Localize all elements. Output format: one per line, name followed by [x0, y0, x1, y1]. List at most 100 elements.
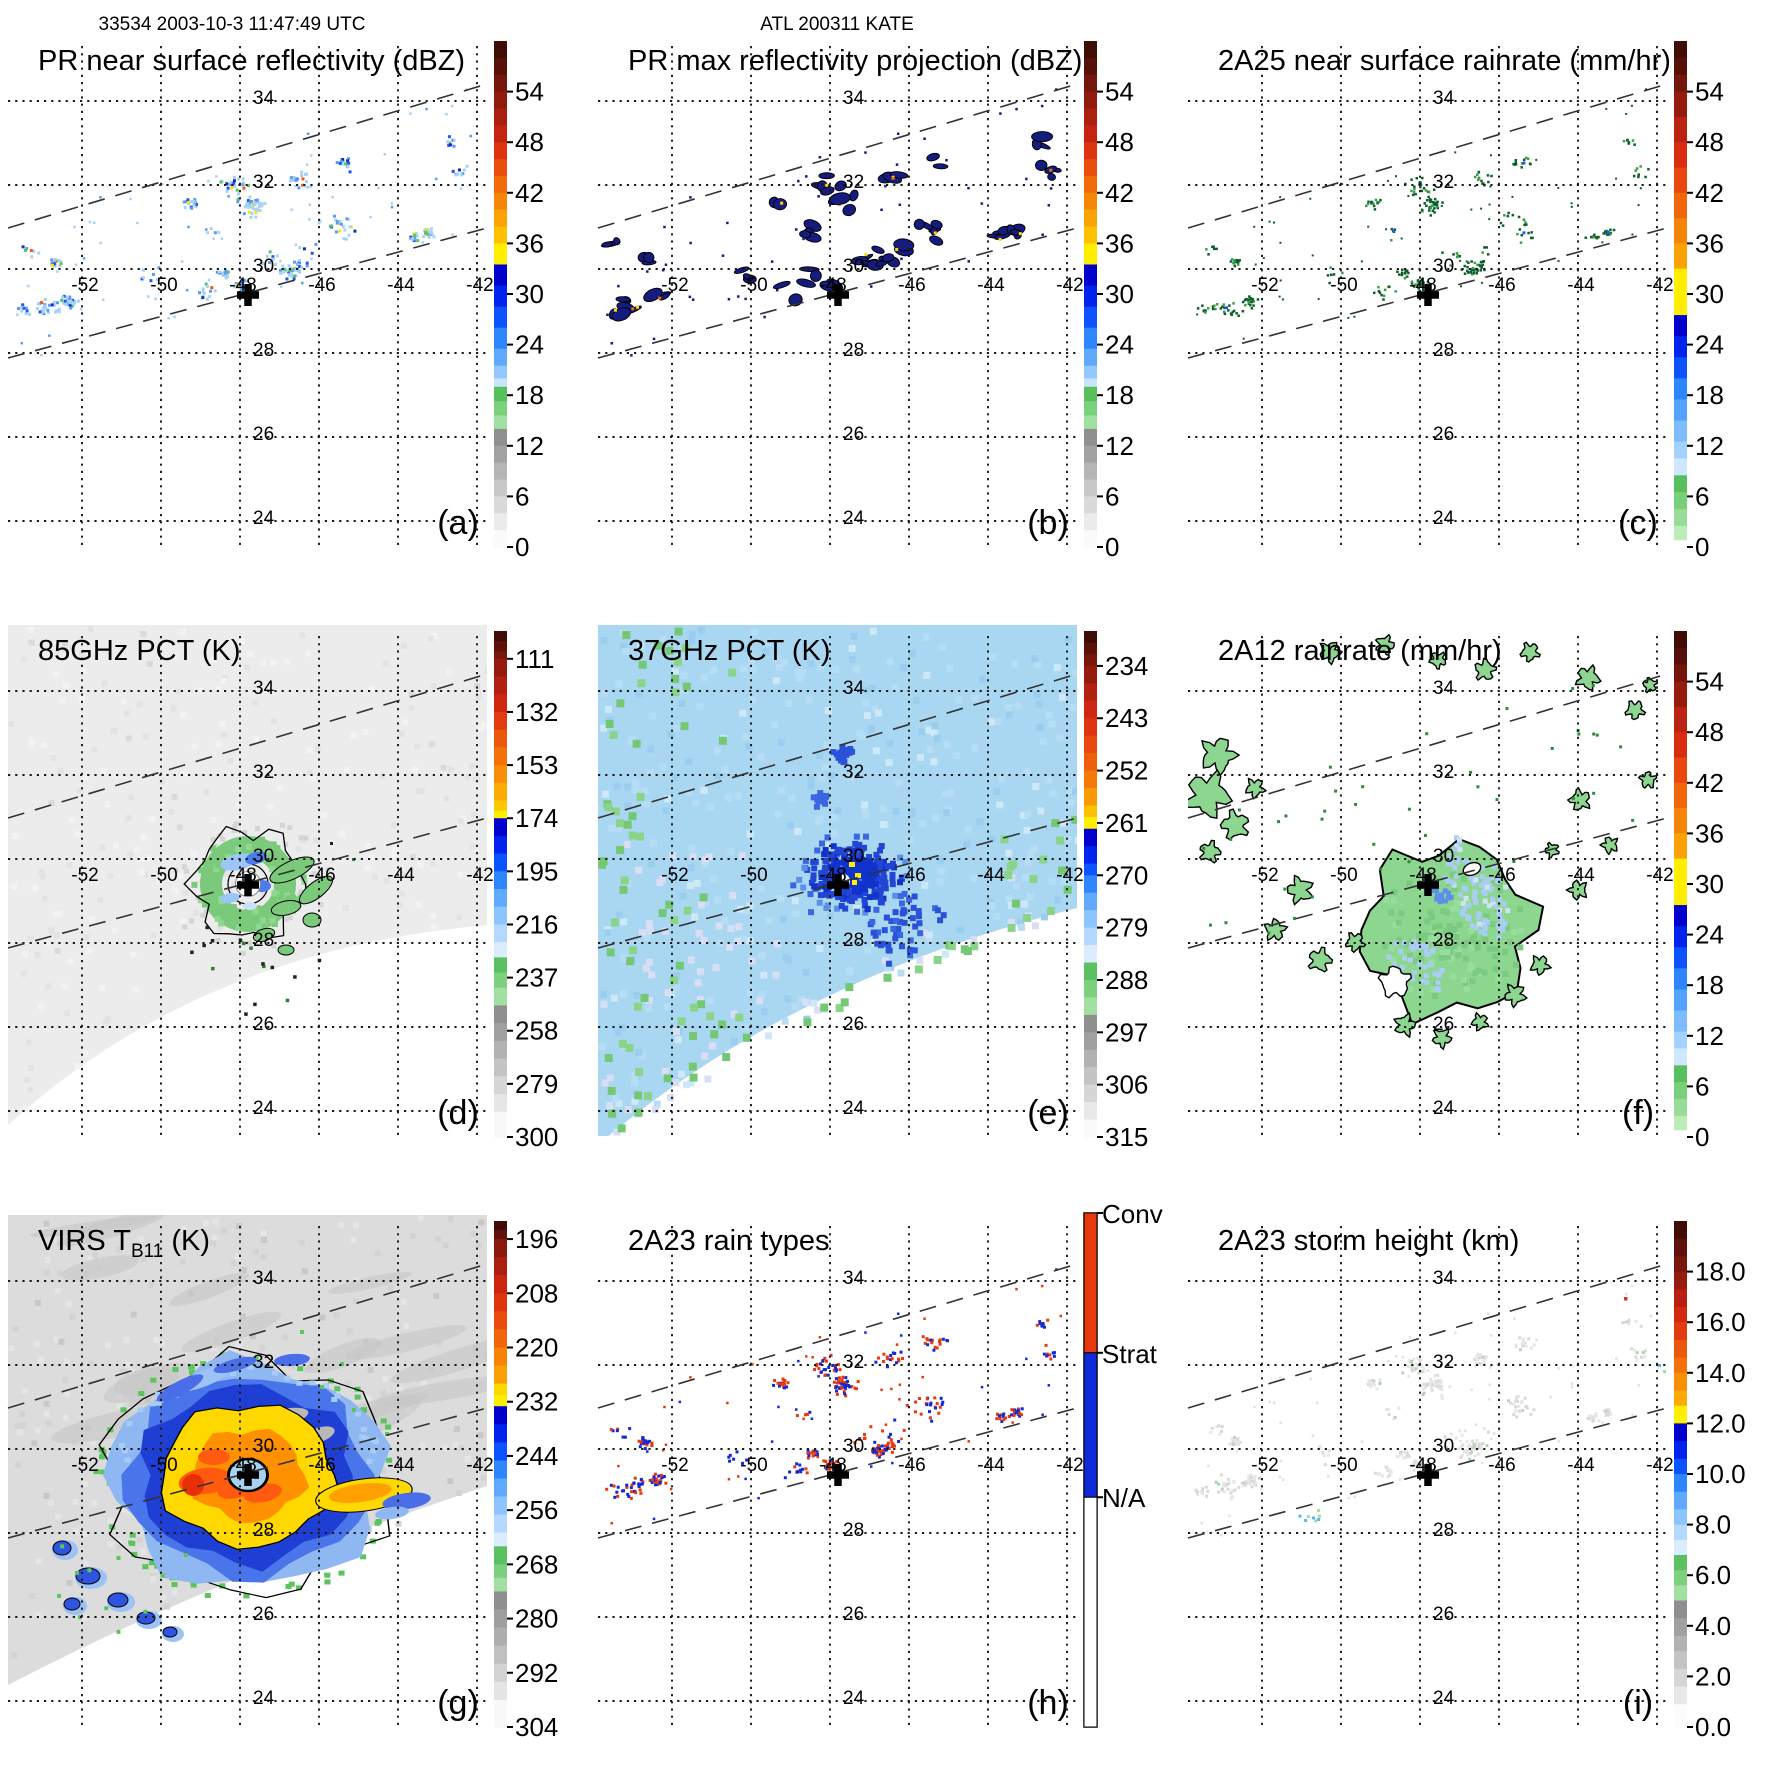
lat-label: 30 — [1433, 256, 1454, 277]
storm-center-cross — [827, 874, 849, 896]
colorbar: 54 48 42 36 30 24 18 12 6 0 — [1674, 41, 1724, 562]
colorbar-tick-label: 304 — [515, 1712, 558, 1742]
lat-label: 32 — [843, 762, 864, 783]
lat-label: 26 — [1433, 424, 1454, 445]
panel-letter: (f) — [1622, 1094, 1654, 1132]
lat-label: 30 — [1433, 846, 1454, 867]
panel-letter: (h) — [1027, 1684, 1069, 1722]
colorbar-tick-label: 16.0 — [1695, 1307, 1746, 1337]
colorbar-tick-label: 243 — [1105, 703, 1148, 733]
lat-label: 24 — [1433, 1688, 1455, 1709]
colorbar-tick-label: 54 — [1695, 667, 1724, 697]
colorbar-tick-label: 24 — [1695, 920, 1724, 950]
lat-label: 32 — [843, 1352, 864, 1373]
lat-label: 30 — [253, 846, 274, 867]
storm-center-cross — [237, 1464, 259, 1486]
colorbar-tick-label: 261 — [1105, 808, 1148, 838]
colorbar-tick-label: 244 — [515, 1441, 558, 1471]
lon-label: -46 — [1488, 865, 1515, 886]
colorbar: 18.0 16.0 14.0 12.0 10.0 8.0 6.0 4.0 2.0 0.0 — [1674, 1221, 1746, 1742]
panel-letter: (g) — [437, 1684, 479, 1722]
colorbar: 54 48 42 36 30 24 18 12 6 0 — [1084, 41, 1134, 562]
lat-label: 28 — [1433, 340, 1454, 361]
colorbar: 54 48 42 36 30 24 18 12 6 0 — [1674, 631, 1724, 1152]
lon-label: -52 — [1251, 865, 1278, 886]
lon-label: -52 — [1251, 1455, 1278, 1476]
graticule — [8, 46, 487, 546]
lat-label: 32 — [843, 172, 864, 193]
colorbar-tick-label: 30 — [1105, 279, 1134, 309]
lat-label: 24 — [253, 1098, 275, 1119]
colorbar-tick-label: 153 — [515, 750, 558, 780]
lon-label: -50 — [1330, 275, 1357, 296]
colorbar-tick-label: 268 — [515, 1549, 558, 1579]
lon-label: -44 — [387, 275, 415, 296]
lon-label: -44 — [977, 275, 1005, 296]
lat-label: 28 — [253, 1520, 274, 1541]
lat-label: 34 — [253, 678, 275, 699]
lat-label: 34 — [253, 1268, 275, 1289]
colorbar: 54 48 42 36 30 24 18 12 6 0 — [494, 41, 544, 562]
colorbar-tick-label: 2.0 — [1695, 1661, 1731, 1691]
colorbar-tick-label: 132 — [515, 697, 558, 727]
colorbar: Conv Strat N/A — [1083, 1199, 1163, 1728]
colorbar-tick-label: 30 — [1695, 869, 1724, 899]
lat-label: 32 — [253, 1352, 274, 1373]
header-text: 33534 2003-10-3 11:47:49 UTC — [99, 14, 366, 35]
lat-label: 26 — [253, 1604, 274, 1625]
colorbar-tick-label: 36 — [1695, 228, 1724, 258]
storm-center-cross — [1417, 1464, 1439, 1486]
lon-label: -44 — [977, 1455, 1005, 1476]
lon-label: -46 — [898, 865, 925, 886]
colorbar-tick-label: 18 — [1695, 970, 1724, 1000]
colorbar-tick-label: 48 — [1695, 127, 1724, 157]
lon-label: -42 — [466, 275, 493, 296]
colorbar-tick-label: 24 — [1695, 330, 1724, 360]
lat-label: 28 — [843, 930, 864, 951]
storm-center-cross — [237, 284, 259, 306]
lat-label: 30 — [1433, 1436, 1454, 1457]
colorbar-tick-label: 36 — [515, 228, 544, 258]
lon-label: -44 — [387, 1455, 415, 1476]
lat-label: 24 — [843, 1098, 865, 1119]
lon-label: -46 — [1488, 275, 1515, 296]
lat-label: 24 — [843, 1688, 865, 1709]
colorbar-tick-label: 258 — [515, 1016, 558, 1046]
lat-label: 28 — [253, 340, 274, 361]
lon-label: -42 — [1646, 865, 1673, 886]
graticule — [8, 1226, 487, 1726]
colorbar: 196 208 220 232 244 256 268 280 292 304 — [494, 1221, 558, 1742]
storm-center-cross — [827, 1464, 849, 1486]
lat-label: 34 — [843, 1268, 865, 1289]
lat-label: 30 — [843, 846, 864, 867]
colorbar-tick-label: 279 — [1105, 913, 1148, 943]
colorbar-tick-label: 174 — [515, 803, 558, 833]
colorbar-tick-label: 18 — [1105, 380, 1134, 410]
map-field — [601, 88, 1062, 357]
lat-label: 34 — [1433, 1268, 1455, 1289]
colorbar-tick-label: 252 — [1105, 756, 1148, 786]
colorbar-tick-label: 300 — [515, 1122, 558, 1152]
colorbar-tick-label: 315 — [1105, 1122, 1148, 1152]
lon-label: -44 — [1567, 275, 1595, 296]
colorbar-tick-label: 8.0 — [1695, 1510, 1731, 1540]
lon-label: -52 — [1251, 275, 1278, 296]
lat-label: 34 — [843, 678, 865, 699]
storm-center-cross — [827, 284, 849, 306]
lon-label: -42 — [1056, 275, 1083, 296]
lon-label: -50 — [150, 865, 177, 886]
colorbar-tick-label: 48 — [1105, 127, 1134, 157]
colorbar-tick-label: 6 — [1105, 481, 1119, 511]
graticule — [1188, 46, 1667, 546]
colorbar-tick-label: 42 — [1695, 768, 1724, 798]
colorbar-tick-label: 6 — [1695, 1071, 1709, 1101]
panel-letter: (e) — [1027, 1094, 1069, 1132]
colorbar-tick-label: 256 — [515, 1495, 558, 1525]
